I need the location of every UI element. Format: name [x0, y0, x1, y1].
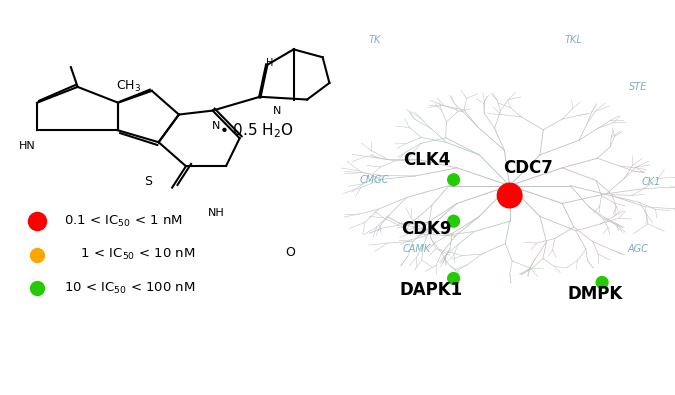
Text: S: S — [144, 175, 153, 188]
Point — [448, 218, 459, 224]
Text: 10 < IC$_{50}$ < 100 nM: 10 < IC$_{50}$ < 100 nM — [64, 281, 196, 296]
Text: CLK4: CLK4 — [403, 151, 450, 169]
Text: H: H — [267, 58, 273, 68]
Text: HN: HN — [19, 141, 35, 151]
Point — [597, 279, 608, 286]
Text: N: N — [273, 105, 281, 116]
Text: • 0.5 H$_2$O: • 0.5 H$_2$O — [219, 121, 294, 140]
Text: TKL: TKL — [565, 34, 583, 45]
Text: CH$_3$: CH$_3$ — [115, 79, 141, 94]
Text: DMPK: DMPK — [568, 285, 623, 303]
Point — [504, 192, 515, 199]
Text: DAPK1: DAPK1 — [399, 281, 462, 299]
Text: CAMK: CAMK — [403, 244, 431, 254]
Text: N: N — [212, 121, 220, 132]
Text: AGC: AGC — [628, 244, 648, 254]
Text: STE: STE — [628, 82, 647, 92]
Text: 0.1 < IC$_{50}$ < 1 nM: 0.1 < IC$_{50}$ < 1 nM — [64, 214, 183, 229]
Text: CMGC: CMGC — [360, 175, 389, 185]
Text: TK: TK — [369, 34, 381, 45]
Point — [448, 275, 459, 282]
Point — [448, 177, 459, 183]
Text: 1 < IC$_{50}$ < 10 nM: 1 < IC$_{50}$ < 10 nM — [64, 247, 196, 262]
Text: O: O — [286, 246, 295, 259]
Text: NH: NH — [208, 208, 224, 218]
Text: CK1: CK1 — [642, 177, 661, 187]
Text: CDK9: CDK9 — [402, 220, 452, 238]
Text: CDC7: CDC7 — [503, 159, 553, 177]
